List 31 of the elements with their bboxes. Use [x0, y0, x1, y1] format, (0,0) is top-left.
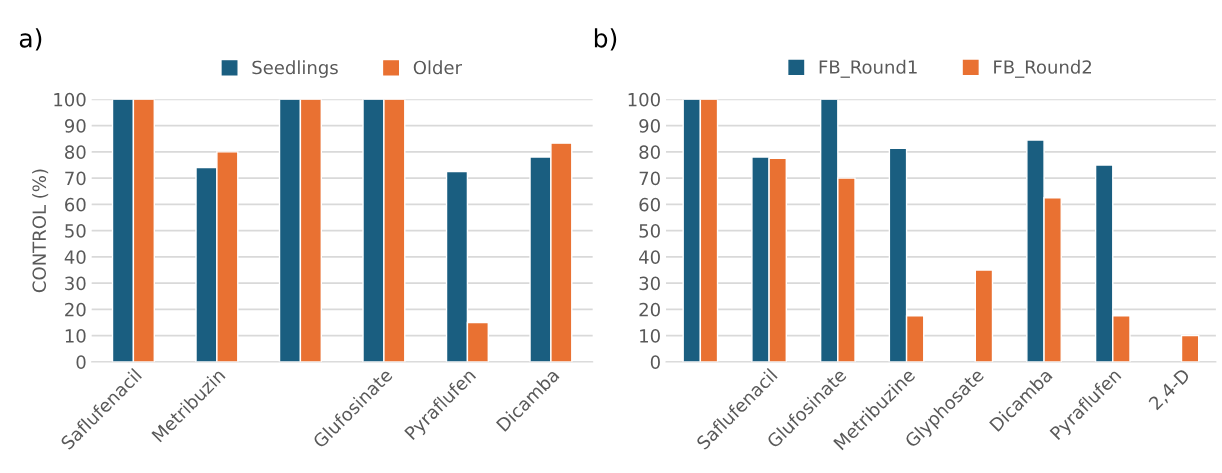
y-tick-label: 90: [639, 119, 660, 133]
y-tick-label: 40: [639, 250, 660, 264]
y-tick-label: 100: [54, 92, 86, 107]
y-tick-label: 70: [639, 171, 660, 186]
legend-label: Older: [413, 60, 462, 75]
y-tick-label: 30: [639, 276, 660, 291]
y-tick-label: 70: [65, 171, 86, 186]
y-tick-label: 60: [65, 197, 86, 212]
y-tick-label: 20: [639, 302, 660, 317]
y-tick-label: 10: [65, 329, 86, 343]
chart-title: b): [594, 28, 617, 51]
y-tick-label: 50: [639, 224, 660, 238]
y-tick-label: 80: [639, 145, 660, 159]
legend-label: FB_Round2: [994, 59, 1092, 78]
y-tick-label: 60: [639, 197, 660, 212]
legend-label: Seedlings: [252, 60, 338, 78]
bar: [974, 269, 994, 362]
y-tick-label: 80: [65, 145, 86, 159]
y-tick-label: 90: [64, 119, 86, 133]
y-tick-label: 0: [76, 355, 86, 369]
legend-label: FB_Round1: [819, 59, 917, 78]
y-tick-label: 0: [650, 355, 660, 369]
y-tick-label: 40: [64, 250, 86, 264]
chart-title: a): [19, 28, 42, 51]
y-tick-label: 50: [65, 224, 86, 238]
y-tick-label: 30: [65, 276, 86, 291]
bar: [1180, 334, 1200, 362]
y-axis-title: CONTROL (%): [32, 169, 49, 293]
y-tick-label: 10: [640, 329, 660, 343]
y-tick-label: 20: [65, 302, 86, 317]
y-tick-label: 100: [628, 92, 660, 107]
